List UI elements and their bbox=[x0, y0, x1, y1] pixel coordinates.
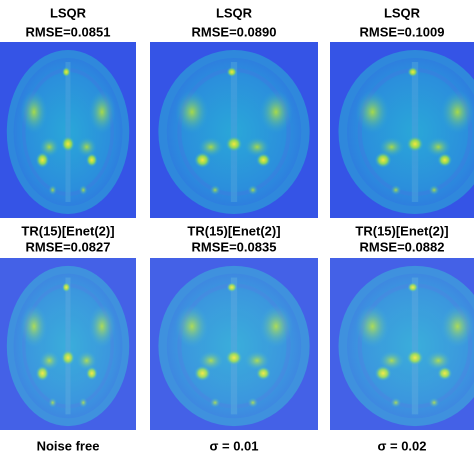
method-label: TR(15)[Enet(2)] bbox=[355, 223, 448, 238]
method-label: LSQR bbox=[50, 5, 87, 20]
rmse-label: RMSE=0.0827 bbox=[26, 239, 111, 254]
method-label: LSQR bbox=[384, 5, 421, 20]
column-label: σ = 0.02 bbox=[377, 438, 426, 453]
rmse-label: RMSE=0.0890 bbox=[192, 24, 277, 39]
rmse-label: RMSE=0.0851 bbox=[26, 24, 111, 39]
rmse-label: RMSE=0.0882 bbox=[360, 239, 445, 254]
labels: LSQR LSQR LSQR RMSE=0.0851 RMSE=0.0890 R… bbox=[21, 5, 448, 453]
method-label: TR(15)[Enet(2)] bbox=[187, 223, 280, 238]
image-panel bbox=[330, 42, 474, 218]
column-label: Noise free bbox=[37, 438, 100, 453]
image-panel bbox=[150, 258, 318, 430]
method-label: LSQR bbox=[216, 5, 253, 20]
column-label: σ = 0.01 bbox=[209, 438, 258, 453]
rmse-label: RMSE=0.0835 bbox=[192, 239, 277, 254]
image-panel bbox=[0, 42, 136, 218]
image-panel bbox=[330, 258, 474, 430]
image-panel bbox=[150, 42, 318, 218]
image-panel bbox=[0, 258, 136, 430]
rmse-label: RMSE=0.1009 bbox=[360, 24, 445, 39]
method-label: TR(15)[Enet(2)] bbox=[21, 223, 114, 238]
